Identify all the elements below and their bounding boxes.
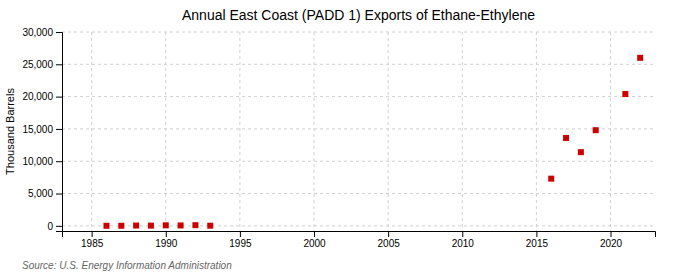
tick-mark xyxy=(56,64,62,65)
point xyxy=(118,223,124,229)
tick-mark xyxy=(462,231,463,237)
point xyxy=(163,222,169,228)
tick-mark xyxy=(240,231,241,237)
tick: 1985 xyxy=(81,231,104,249)
grid-line xyxy=(62,193,655,194)
point xyxy=(622,91,628,97)
tick-label: 5,000 xyxy=(28,188,53,199)
point xyxy=(178,222,184,228)
tick: 2000 xyxy=(303,231,326,249)
axis-line xyxy=(56,33,63,232)
grid-line xyxy=(62,161,655,162)
grid-line xyxy=(462,32,463,231)
tick: 0 xyxy=(47,221,62,232)
tick-label: 15,000 xyxy=(22,124,53,135)
grid-line xyxy=(62,96,655,97)
tick-mark xyxy=(388,231,389,237)
tick-label: 25,000 xyxy=(22,59,53,70)
tick: 30,000 xyxy=(22,27,62,38)
x-axis: 1985 1990 1995 2000 2005 2010 2015 2020 xyxy=(63,231,656,249)
tick: 2020 xyxy=(600,231,623,249)
tick-mark xyxy=(56,226,62,227)
grid-line xyxy=(91,32,92,231)
tick-label: 1985 xyxy=(81,238,104,249)
tick-mark xyxy=(56,161,62,162)
tick: 10,000 xyxy=(22,156,62,167)
axis-line xyxy=(63,232,656,238)
tick: 15,000 xyxy=(22,124,62,135)
tick-label: 0 xyxy=(47,221,53,232)
tick: 2010 xyxy=(452,231,475,249)
title: Annual East Coast (PADD 1) Exports of Et… xyxy=(182,7,535,23)
y-axis-label: Thousand Barrels xyxy=(4,88,16,175)
tick-mark xyxy=(56,194,62,195)
grid-line xyxy=(62,128,655,129)
point xyxy=(637,55,643,61)
point xyxy=(148,223,154,229)
plot: 1985 1990 1995 2000 2005 2010 2015 2020 0 5,000 10… xyxy=(22,27,655,249)
grid-line xyxy=(62,64,655,65)
grid xyxy=(62,32,655,231)
tick-mark xyxy=(166,231,167,237)
point xyxy=(192,222,198,228)
grid-line xyxy=(536,32,537,231)
point xyxy=(207,223,213,229)
tick-label: 2020 xyxy=(600,238,623,249)
grid-line xyxy=(388,32,389,231)
tick: 20,000 xyxy=(22,91,62,102)
tick-label: 30,000 xyxy=(22,27,53,38)
tick-label: 2015 xyxy=(526,238,549,249)
tick: 5,000 xyxy=(28,188,62,199)
tick: 2015 xyxy=(526,231,549,249)
tick-label: 10,000 xyxy=(22,156,53,167)
tick-label: 1990 xyxy=(155,238,178,249)
grid-line xyxy=(314,32,315,231)
tick: 25,000 xyxy=(22,59,62,70)
point xyxy=(563,135,569,141)
tick-mark xyxy=(92,231,93,237)
grid-line xyxy=(165,32,166,231)
tick: 1990 xyxy=(155,231,178,249)
tick-mark xyxy=(314,231,315,237)
grid-line xyxy=(62,32,655,33)
point xyxy=(103,223,109,229)
y-axis: 0 5,000 10,000 15,000 20,000 25,000 30,000 xyxy=(22,27,62,232)
point xyxy=(578,149,584,155)
point xyxy=(593,127,599,133)
tick-mark xyxy=(56,97,62,98)
chart: 1985 1990 1995 2000 2005 2010 2015 2020 0 5,000 10… xyxy=(0,0,675,275)
tick: 1995 xyxy=(229,231,252,249)
tick-label: 1995 xyxy=(229,238,252,249)
marks xyxy=(103,55,643,229)
tick-label: 2010 xyxy=(452,238,475,249)
tick-mark xyxy=(611,231,612,237)
tick-label: 20,000 xyxy=(22,91,53,102)
tick: 2005 xyxy=(378,231,401,249)
tick-label: 2000 xyxy=(303,238,326,249)
point xyxy=(548,176,554,182)
tick-mark xyxy=(56,129,62,130)
tick-label: 2005 xyxy=(378,238,401,249)
tick-mark xyxy=(536,231,537,237)
source: Source: U.S. Energy Information Administ… xyxy=(22,260,232,271)
point xyxy=(133,223,139,229)
grid-line xyxy=(610,32,611,231)
tick-mark xyxy=(56,32,62,33)
grid-line xyxy=(239,32,240,231)
